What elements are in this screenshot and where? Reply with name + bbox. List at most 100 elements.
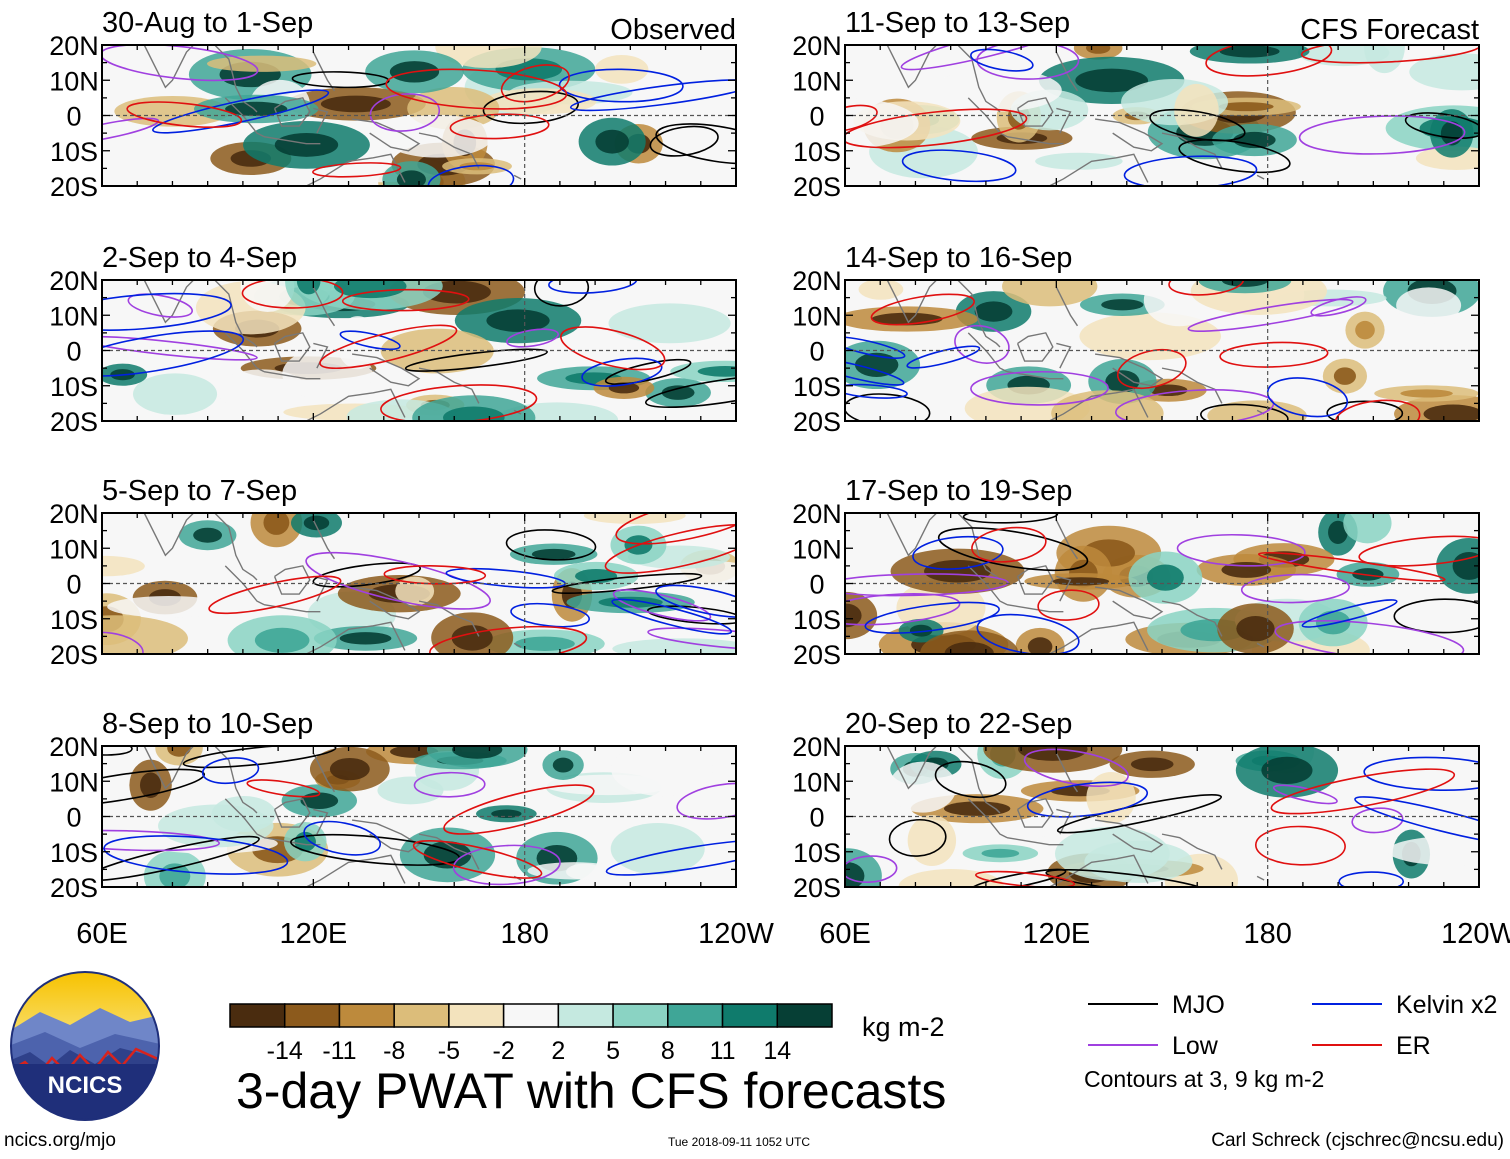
contour-kelvin [1123, 155, 1258, 186]
coastline-segment [313, 575, 329, 602]
anomaly-blob [1396, 287, 1462, 324]
coastline-segment [1161, 132, 1223, 169]
contour-kelvin [1338, 871, 1405, 887]
panel-14-sep-to-16-sep: 20N 10N 0 10S 20S 14-Sep to 16-Sep [792, 242, 1480, 437]
contour-kelvin [201, 757, 260, 785]
contour-low [612, 589, 712, 622]
anomaly-field [845, 45, 1479, 186]
coastline-segment [513, 642, 522, 648]
contour-er [1255, 825, 1346, 866]
coastlines [886, 280, 1265, 421]
anomaly-core [1400, 389, 1453, 398]
anomaly-core [981, 848, 1020, 858]
anomaly-blob [380, 328, 494, 374]
contour-low [900, 45, 1078, 71]
anomaly-core [139, 772, 162, 798]
coastline-segment [1055, 752, 1079, 793]
anomaly-blob [1361, 746, 1462, 765]
anomaly-core [974, 301, 1013, 322]
coastline-segment [312, 752, 336, 793]
coastline-segment [351, 586, 421, 620]
anomaly-core [451, 625, 493, 651]
contour-kelvin [548, 280, 638, 294]
anomaly-core [254, 627, 310, 653]
logo-text: NCICS [48, 1072, 123, 1099]
y-tick-label: 10N [49, 767, 99, 797]
contour-er [975, 870, 1076, 887]
anomaly-blob [608, 303, 731, 344]
anomaly-blob [1035, 152, 1123, 170]
contour-er [246, 779, 321, 798]
anomaly-core [320, 95, 391, 113]
anomaly-blob [610, 823, 705, 875]
anomaly-core [845, 603, 862, 628]
contour-er [500, 64, 570, 103]
y-tick-label: 10S [793, 838, 841, 868]
coastline-segment [1055, 519, 1079, 560]
anomaly-core [1440, 121, 1463, 146]
coastline-segment [1056, 342, 1072, 369]
coastline-segment [1161, 600, 1223, 637]
panel-title: 5-Sep to 7-Sep [102, 475, 297, 507]
y-tick-label: 20S [793, 640, 841, 670]
colorbar-swatch [283, 1003, 341, 1028]
coastlines [886, 45, 1265, 186]
contour-er [126, 101, 243, 128]
contour-kelvin [569, 79, 736, 112]
contour-low [676, 782, 736, 820]
contour-kelvin [581, 357, 663, 387]
contour-low [452, 844, 561, 886]
column-label-forecast: CFS Forecast [1300, 14, 1479, 46]
panel-20-sep-to-22-sep: 20N 10N 0 10S 20S 20-Sep to 22-Sep 60E 120E 180 1… [792, 708, 1510, 950]
contour-mjo [1178, 139, 1291, 174]
colorbar-label: -11 [322, 1037, 356, 1065]
panel-17-sep-to-19-sep: 20N 10N 0 10S 20S 17-Sep to 19-Sep [792, 475, 1480, 670]
colorbar-swatch [229, 1003, 286, 1028]
anomaly-core [697, 366, 736, 377]
anomaly-core [1130, 757, 1174, 772]
anomaly-blob [1084, 840, 1193, 883]
contour-kelvin [845, 336, 906, 359]
author-credit: Carl Schreck (cjschrec@ncsu.edu) [1211, 1130, 1504, 1151]
y-tick-label: 10N [792, 66, 842, 96]
anomaly-core [1333, 367, 1356, 385]
coastline-segment [313, 808, 329, 835]
website-link[interactable]: ncics.org/mjo [4, 1130, 116, 1151]
anomaly-blob [1174, 83, 1219, 137]
contour-er [615, 513, 736, 545]
y-tick-label: 20S [50, 407, 98, 437]
anomaly-core [1086, 45, 1111, 54]
y-tick-label: 0 [809, 337, 824, 367]
coastline-segment [304, 621, 406, 654]
y-tick-label: 10S [793, 137, 841, 167]
coastline-segment [224, 798, 265, 839]
y-tick-label: 10S [50, 605, 98, 635]
contour-low [1187, 298, 1354, 332]
anomaly-blob [583, 513, 686, 525]
coastline-segment [143, 280, 195, 324]
anomaly-core [1328, 520, 1348, 545]
anomaly-core [854, 352, 899, 377]
y-tick-label: 20S [50, 640, 98, 670]
coastline-segment [418, 600, 480, 637]
anomaly-core [423, 841, 472, 869]
coastline-segment [224, 565, 265, 606]
anomaly-core [274, 132, 339, 157]
contour-mjo [1326, 400, 1404, 421]
anomaly-blob [107, 596, 231, 618]
colorbar-label: -14 [267, 1037, 303, 1065]
y-tick-label: 0 [66, 803, 81, 833]
coastline-segment [1047, 388, 1149, 421]
legend-label-low: Low [1172, 1032, 1219, 1060]
coastline-segment [273, 332, 311, 362]
coastline-segment [351, 118, 421, 152]
y-tick-label: 10S [793, 372, 841, 402]
contour-low [102, 117, 160, 145]
contour-er [1334, 399, 1421, 421]
coastline-segment [1047, 153, 1149, 186]
colorbar-swatch [448, 1003, 505, 1028]
coastline-segment [1094, 819, 1164, 853]
x-tick-label: 60E [819, 918, 871, 950]
coastline-segment [957, 513, 1001, 581]
coastline-segment [214, 45, 258, 113]
